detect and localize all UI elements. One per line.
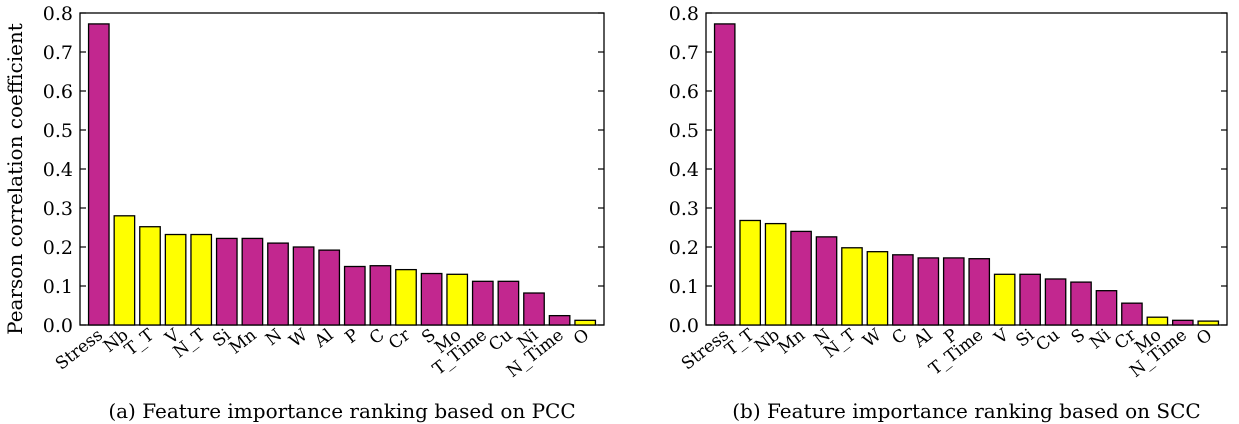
bar-nb <box>113 215 136 326</box>
y-tick-label: 0.7 <box>669 42 699 64</box>
x-category-label: N_T <box>170 325 210 363</box>
bar-cu <box>497 280 520 326</box>
bar-p <box>942 257 965 326</box>
bar-t-t <box>139 226 161 326</box>
bar-cr <box>1121 302 1143 326</box>
bar-t-t <box>739 219 762 326</box>
bar-o <box>1197 320 1220 326</box>
bar-n-time <box>548 314 571 326</box>
x-category-label: P <box>342 325 363 348</box>
bar-w <box>866 251 889 326</box>
bar-ni <box>523 292 545 326</box>
bar-cu <box>1044 278 1067 326</box>
bar-n-t <box>190 233 213 326</box>
bar-al <box>917 257 940 326</box>
bar-cr <box>395 268 417 326</box>
x-category-label: Cu <box>1032 325 1063 356</box>
x-category-label: Cu <box>485 325 516 356</box>
bar-v <box>164 233 187 326</box>
x-category-label: W <box>859 325 885 352</box>
x-category-label: T_T <box>121 325 158 360</box>
bar-n-t <box>841 247 863 326</box>
chart-panel-scc: 0.00.10.20.30.40.50.60.70.8StressT_TNbMn… <box>669 3 1228 423</box>
bar-p <box>343 265 366 326</box>
x-category-label: Mn <box>774 325 809 358</box>
y-tick-label: 0.7 <box>43 42 73 64</box>
bar-n <box>267 242 289 326</box>
x-category-label: N_T <box>820 325 860 363</box>
y-tick-label: 0.1 <box>669 276 699 298</box>
bar-si <box>1019 273 1041 326</box>
y-axis-label: Pearson correlation coefficient <box>3 23 27 335</box>
bar-t-time <box>471 280 494 326</box>
x-category-label: T_Time <box>926 325 988 379</box>
bar-nb <box>764 222 787 326</box>
bar-al <box>318 249 341 326</box>
bar-ni <box>1095 290 1118 326</box>
bar-stress <box>87 23 110 326</box>
bar-stress <box>713 23 736 326</box>
bar-v <box>993 273 1016 326</box>
bar-w <box>292 246 315 326</box>
y-tick-label: 0.8 <box>669 3 699 25</box>
bar-n <box>815 236 838 326</box>
x-category-label: Cr <box>385 325 415 354</box>
y-tick-label: 0.8 <box>43 3 73 25</box>
x-category-label: V <box>990 325 1013 349</box>
bar-mn <box>241 237 264 326</box>
bar-o <box>574 319 597 326</box>
bar-c <box>369 265 392 326</box>
x-category-label: C <box>888 325 911 349</box>
x-category-label: Al <box>310 325 337 352</box>
x-category-label: Mn <box>226 325 261 358</box>
x-category-label: S <box>1068 325 1089 348</box>
y-tick-label: 0.3 <box>669 198 699 220</box>
panel-caption-scc: (b) Feature importance ranking based on … <box>732 399 1200 423</box>
y-tick-label: 0.3 <box>43 198 73 220</box>
x-category-label: O <box>570 325 593 349</box>
x-category-label: Al <box>909 325 936 352</box>
y-tick-label: 0.2 <box>669 237 699 259</box>
y-tick-label: 0.4 <box>669 159 699 181</box>
y-tick-label: 0.5 <box>669 120 699 142</box>
bar-s <box>1070 281 1092 326</box>
y-tick-label: 0.4 <box>43 159 73 181</box>
bar-s <box>420 272 443 326</box>
y-tick-label: 0.0 <box>669 315 699 337</box>
x-category-label: W <box>286 325 312 352</box>
y-tick-label: 0.5 <box>43 120 73 142</box>
bar-si <box>215 237 238 326</box>
y-tick-label: 0.6 <box>43 81 73 103</box>
y-tick-label: 0.6 <box>669 81 699 103</box>
bar-mo <box>446 273 469 326</box>
bar-c <box>892 254 914 326</box>
bar-mo <box>1146 316 1169 326</box>
bar-n-time <box>1171 319 1194 326</box>
x-category-label: N <box>262 325 286 350</box>
x-category-label: O <box>1193 325 1216 349</box>
bar-mn <box>790 230 812 326</box>
y-tick-label: 0.1 <box>43 276 73 298</box>
bar-t-time <box>968 258 991 326</box>
y-tick-label: 0.2 <box>43 237 73 259</box>
y-tick-label: 0.0 <box>43 315 73 337</box>
panel-caption-pcc: (a) Feature importance ranking based on … <box>108 399 575 423</box>
